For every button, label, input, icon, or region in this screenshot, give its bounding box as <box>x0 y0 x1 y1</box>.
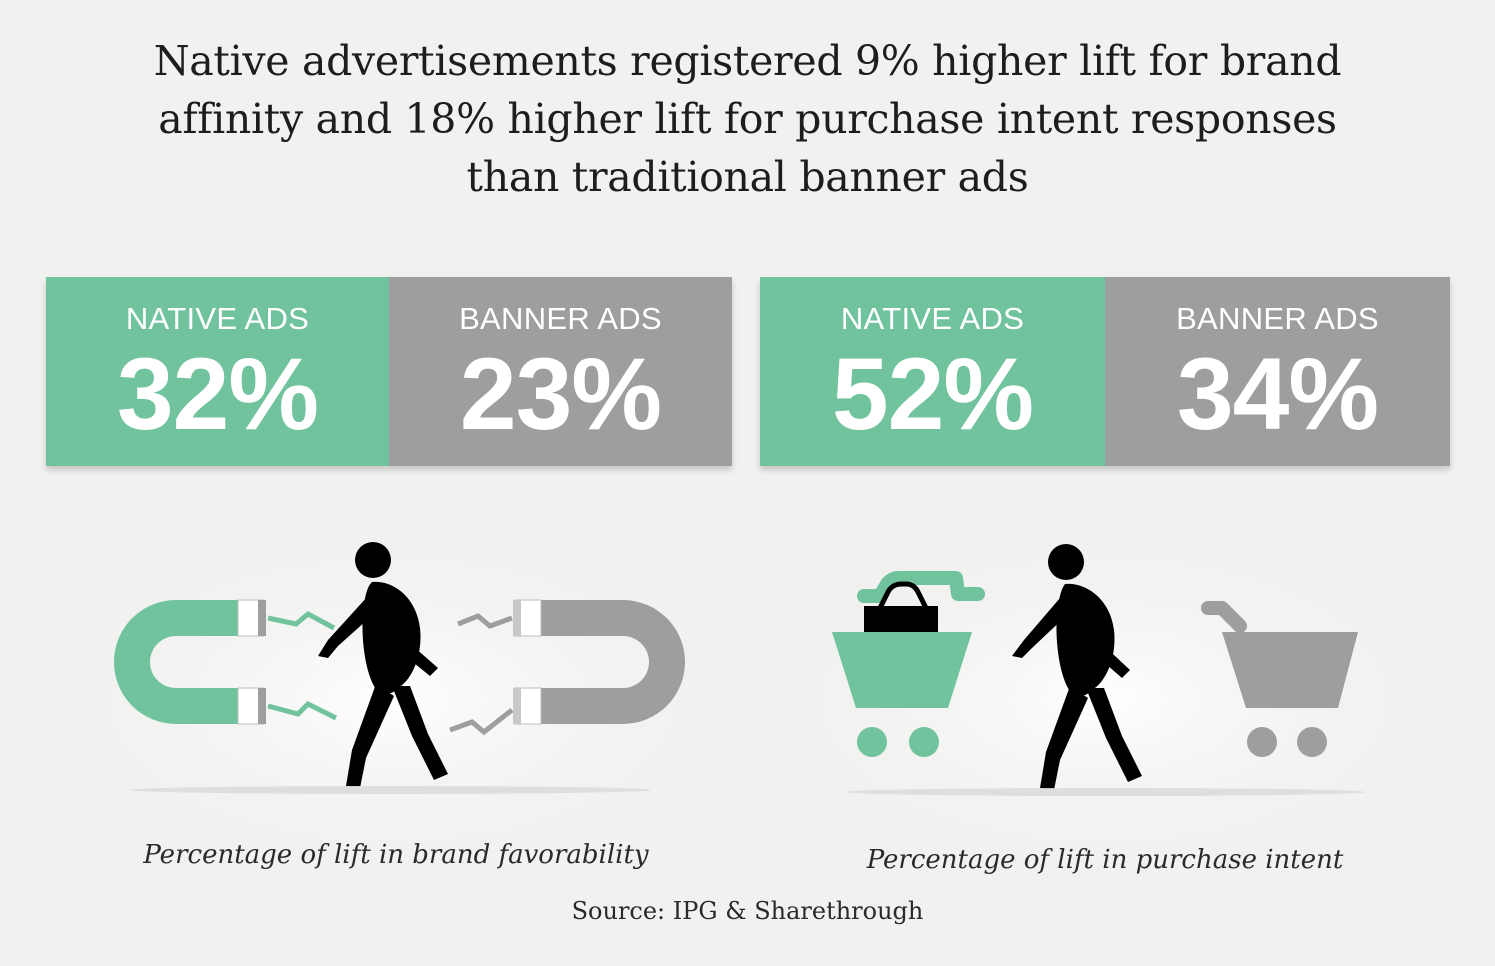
green-bolt-icon <box>267 610 336 631</box>
gray-bolt-icon <box>457 613 513 629</box>
purchase-intent-caption: Percentage of lift in purchase intent <box>866 845 1344 875</box>
purchase-intent-illustration <box>765 530 1445 840</box>
source-note: Source: IPG & Sharethrough <box>571 897 924 925</box>
native-ads-label: NATIVE ADS <box>840 301 1025 336</box>
gray-cart-icon <box>1201 601 1358 757</box>
ground-shadow <box>845 788 1365 796</box>
page-title: Native advertisements registered 9% high… <box>153 37 1342 201</box>
walking-person-icon <box>318 542 448 788</box>
native-ads-panel: NATIVE ADS 32% <box>46 277 389 466</box>
ground-shadow <box>131 786 651 794</box>
green-magnet-icon <box>114 599 266 725</box>
green-bolt-icon <box>267 700 338 721</box>
shopping-bag-icon <box>864 606 938 632</box>
banner-ads-label: BANNER ADS <box>459 301 662 336</box>
native-ads-value: 52% <box>831 337 1034 451</box>
walking-person-icon <box>1012 544 1142 790</box>
brand-favorability-stats: NATIVE ADS 32% BANNER ADS 23% <box>46 277 732 466</box>
gray-bolt-icon <box>449 708 514 736</box>
brand-favorability-illustration <box>51 530 731 840</box>
green-cart-icon <box>832 571 985 757</box>
gray-magnet-icon <box>513 599 685 725</box>
purchase-intent-stats: NATIVE ADS 52% BANNER ADS 34% <box>760 277 1450 466</box>
banner-ads-value: 34% <box>1176 337 1379 451</box>
brand-favorability-caption: Percentage of lift in brand favorability <box>143 840 649 870</box>
banner-ads-panel: BANNER ADS 23% <box>389 277 732 466</box>
native-ads-value: 32% <box>116 337 319 451</box>
banner-ads-label: BANNER ADS <box>1176 301 1379 336</box>
native-ads-label: NATIVE ADS <box>125 301 310 336</box>
banner-ads-panel: BANNER ADS 34% <box>1105 277 1450 466</box>
native-ads-panel: NATIVE ADS 52% <box>760 277 1105 466</box>
banner-ads-value: 23% <box>459 337 662 451</box>
